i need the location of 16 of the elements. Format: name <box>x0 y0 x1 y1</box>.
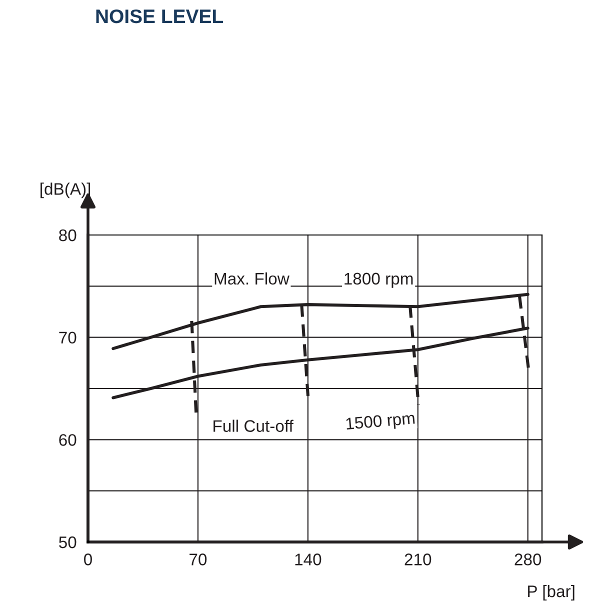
x-tick-label: 140 <box>295 554 322 566</box>
y-tick-label: 80 <box>59 229 76 242</box>
y-tick-label: 50 <box>59 536 76 548</box>
annotation: Max. Flow <box>214 272 290 285</box>
y-tick-label: 60 <box>59 434 76 446</box>
x-tick-label: 210 <box>404 554 432 566</box>
x-tick-label: 0 <box>84 554 92 566</box>
chart-title: NOISE LEVEL <box>96 9 223 24</box>
annotation: 1500 rpm <box>346 412 416 433</box>
y-tick-label: 70 <box>59 332 76 344</box>
annotation: 1800 rpm <box>344 272 413 288</box>
x-tick-label: 70 <box>190 554 207 566</box>
y-axis-title: [dB(A)] <box>40 182 90 198</box>
x-tick-label: 280 <box>514 554 542 566</box>
annotation: Full Cut-off <box>214 420 294 432</box>
x-axis-title: P [bar] <box>528 584 574 601</box>
